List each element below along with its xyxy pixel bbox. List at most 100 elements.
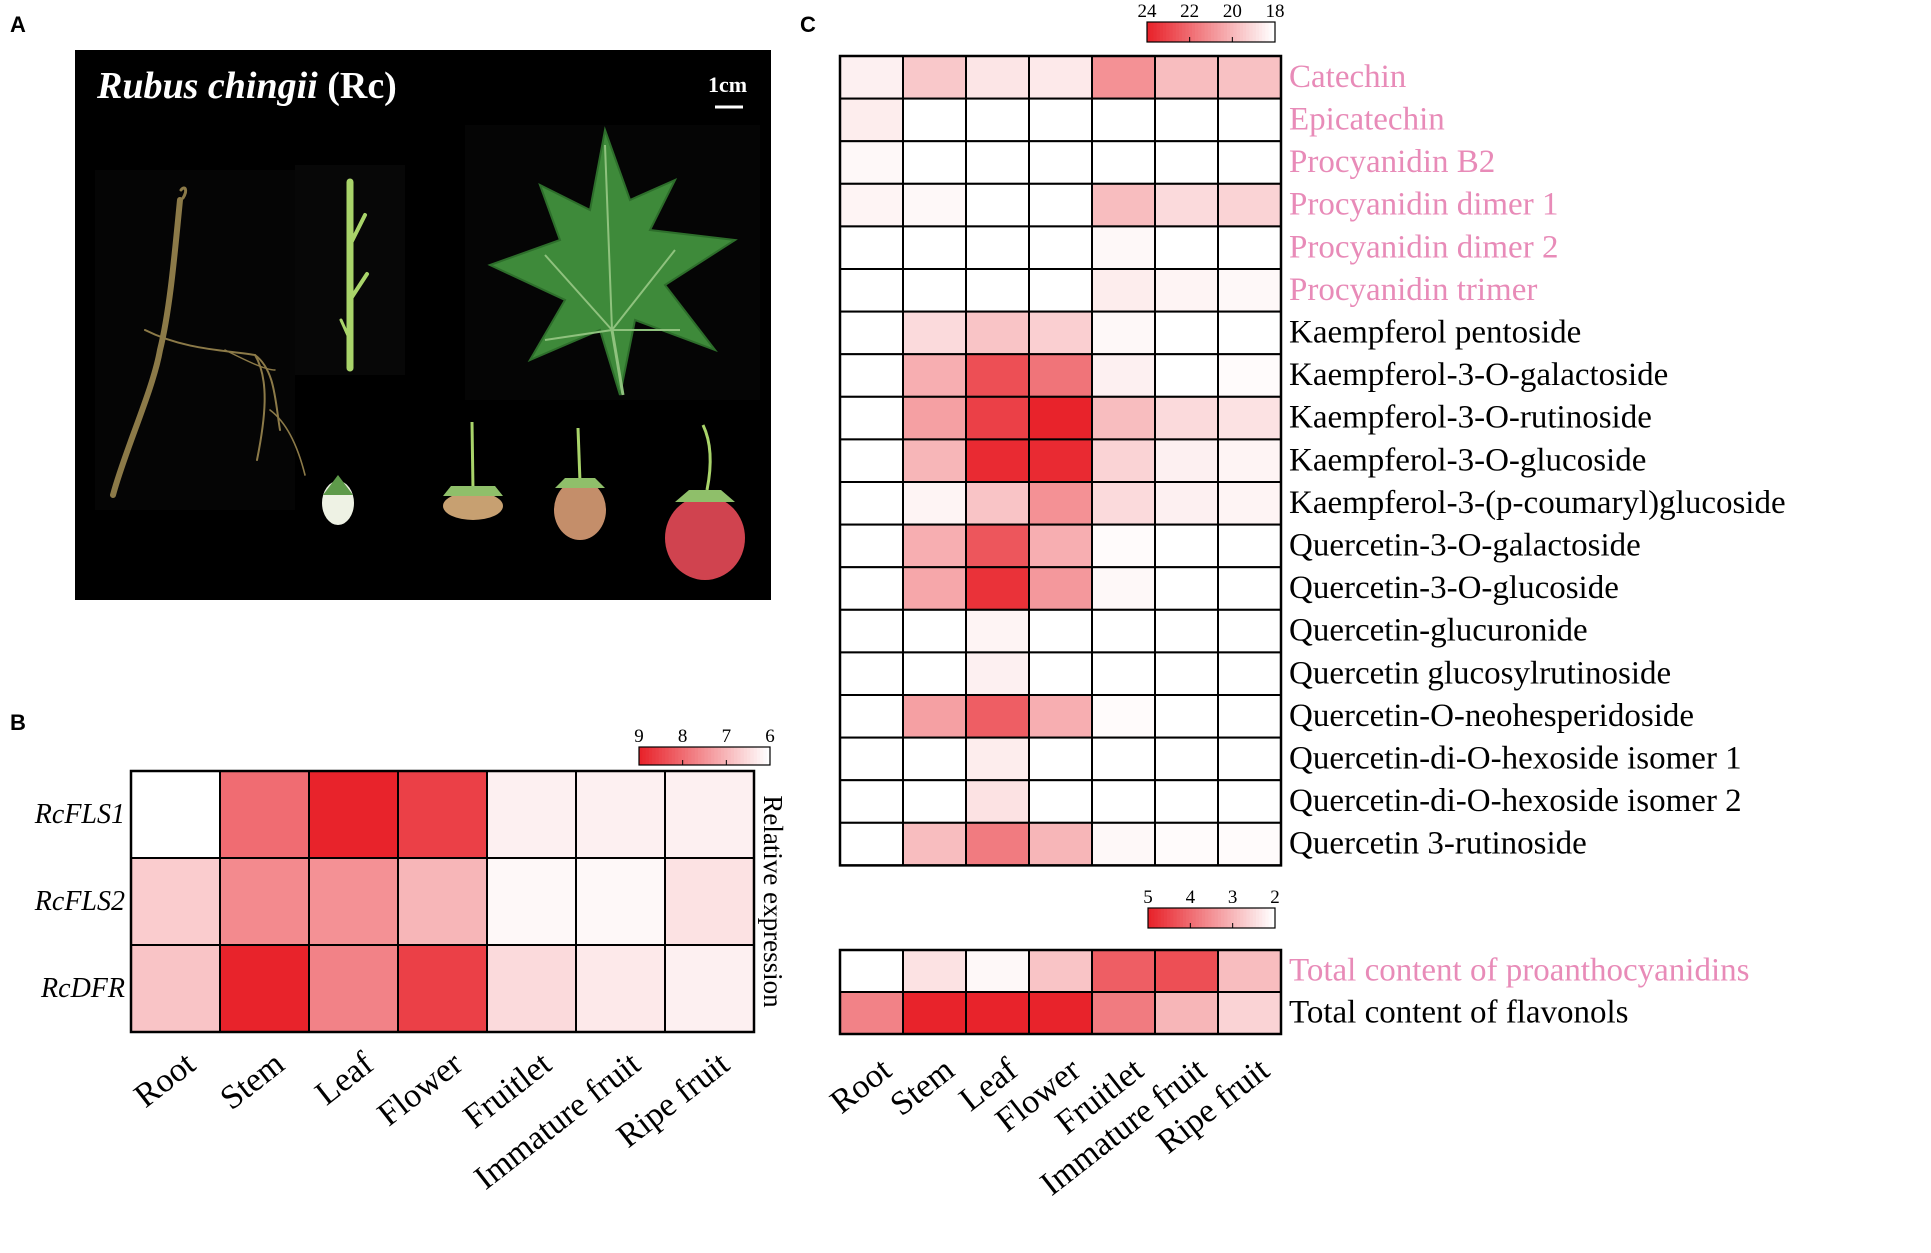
heatmap-cell-c-top-quercetin-glucuronide-stem bbox=[902, 608, 967, 654]
heatmap-cell-c-top-quercetin-o-neohesperidoside-fruitlet bbox=[1091, 694, 1156, 739]
colorbar-segment bbox=[743, 747, 748, 765]
colorbar-segment bbox=[1211, 22, 1215, 42]
colorbar-segment bbox=[1163, 908, 1168, 928]
heatmap-cell-c-top-kaempferol-3-o-galactoside-immature-fruit bbox=[1154, 353, 1219, 398]
heatmap-cell-b-rcfls2-fruitlet bbox=[486, 857, 577, 946]
column-label-leaf: Leaf bbox=[309, 1045, 381, 1113]
row-label-quercetin-3-o-galactoside: Quercetin-3-O-galactoside bbox=[1289, 527, 1641, 563]
row-label-procyanidin-dimer-2: Procyanidin dimer 2 bbox=[1289, 229, 1558, 265]
heatmap-cell-c-top-quercetin-3-o-galactoside-immature-fruit bbox=[1154, 523, 1219, 569]
colorbar-segment bbox=[1169, 22, 1174, 42]
heatmap-cell-c-top-kaempferol-pentoside-leaf bbox=[965, 310, 1030, 356]
heatmap-cell-b-rcfls1-stem bbox=[219, 770, 310, 859]
heatmap-cell-c-top-procyanidin-trimer-stem bbox=[902, 268, 967, 313]
heatmap-cell-c-top-kaempferol-3-o-galactoside-flower bbox=[1028, 353, 1093, 398]
heatmap-cell-c-top-kaempferol-pentoside-immature-fruit bbox=[1154, 310, 1219, 356]
colorbar-frame-c-bottom bbox=[1147, 907, 1276, 929]
heatmap-cell-c-top-kaempferol-pentoside-flower bbox=[1028, 310, 1093, 356]
heatmap-cell-c-top-kaempferol-3-o-glucoside-stem bbox=[902, 438, 967, 483]
root-illustration bbox=[110, 186, 306, 498]
heatmap-cell-b-rcfls1-leaf bbox=[308, 770, 399, 859]
colorbar-segment bbox=[1239, 22, 1244, 42]
heatmap-cell-c-top-quercetin-3-o-galactoside-fruitlet bbox=[1091, 523, 1156, 569]
colorbar-segment bbox=[1236, 22, 1241, 42]
colorbar-segment bbox=[1172, 22, 1177, 42]
heatmap-cell-c-bottom-total-content-of-proanthocyanidins-ripe-fruit bbox=[1217, 949, 1282, 993]
heatmap-cell-b-rcfls1-fruitlet bbox=[486, 770, 577, 859]
heatmap-cell-c-bottom-total-content-of-proanthocyanidins-flower bbox=[1028, 949, 1093, 993]
row-label-quercetin-di-o-hexoside-isomer-1: Quercetin-di-O-hexoside isomer 1 bbox=[1289, 740, 1742, 776]
heatmap-cell-b-rcfls1-immature-fruit bbox=[575, 770, 666, 859]
colorbar-segment bbox=[1167, 908, 1171, 928]
colorbar-segment bbox=[1147, 22, 1151, 42]
colorbar-segment bbox=[1268, 22, 1273, 42]
row-label-kaempferol-3-o-rutinoside: Kaempferol-3-O-rutinoside bbox=[1289, 400, 1652, 436]
colorbar-segment bbox=[737, 747, 742, 765]
row-label-quercetin-glucuronide: Quercetin-glucuronide bbox=[1289, 613, 1588, 649]
heatmap-cell-c-top-quercetin-o-neohesperidoside-leaf bbox=[965, 694, 1030, 739]
heatmap-cell-c-top-kaempferol-3-p-coumaryl-glucoside-leaf bbox=[965, 481, 1030, 526]
colorbar-segment bbox=[694, 747, 699, 765]
colorbar-segment bbox=[1188, 22, 1193, 42]
heatmap-cell-c-top-kaempferol-pentoside-ripe-fruit bbox=[1217, 310, 1282, 356]
colorbar-segment bbox=[1217, 908, 1222, 928]
heatmap-cell-c-top-procyanidin-trimer-immature-fruit bbox=[1154, 268, 1219, 313]
colorbar-segment bbox=[1201, 908, 1206, 928]
heatmap-cell-c-top-quercetin-glucuronide-immature-fruit bbox=[1154, 608, 1219, 654]
heatmap-cell-c-top-epicatechin-stem bbox=[902, 97, 967, 143]
heatmap-cell-c-top-kaempferol-3-o-glucoside-leaf bbox=[965, 438, 1030, 483]
colorbar-segment bbox=[684, 747, 689, 765]
row-label-quercetin-3-o-glucoside: Quercetin-3-O-glucoside bbox=[1289, 570, 1619, 606]
heatmap-cell-c-top-kaempferol-3-o-glucoside-root bbox=[839, 438, 904, 483]
colorbar-segment bbox=[760, 747, 765, 765]
heatmap-cell-c-top-kaempferol-3-o-rutinoside-immature-fruit bbox=[1154, 395, 1219, 441]
colorbar-segment bbox=[1170, 908, 1174, 928]
heatmap-cell-c-top-quercetin-3-rutinoside-fruitlet bbox=[1091, 821, 1156, 867]
heatmap-cell-c-top-catechin-flower bbox=[1028, 55, 1093, 100]
heatmap-cell-c-top-procyanidin-trimer-fruitlet bbox=[1091, 268, 1156, 313]
row-label-rcdfr: RcDFR bbox=[40, 973, 125, 1004]
colorbar-segment bbox=[1195, 22, 1199, 42]
colorbar-segment bbox=[1191, 22, 1196, 42]
heatmap-cell-c-top-procyanidin-b2-immature-fruit bbox=[1154, 140, 1219, 185]
heatmap-cell-c-top-kaempferol-3-o-rutinoside-stem bbox=[902, 395, 967, 441]
column-label-flower: Flower bbox=[371, 1045, 470, 1134]
heatmap-cell-c-top-kaempferol-3-o-galactoside-fruitlet bbox=[1091, 353, 1156, 398]
heatmap-cell-c-top-kaempferol-3-o-galactoside-ripe-fruit bbox=[1217, 353, 1282, 398]
heatmap-cell-c-top-quercetin-glucuronide-flower bbox=[1028, 608, 1093, 654]
colorbar-segment bbox=[678, 747, 683, 765]
heatmap-cell-c-top-quercetin-di-o-hexoside-isomer-1-stem bbox=[902, 736, 967, 782]
colorbar-segment bbox=[681, 747, 686, 765]
heatmap-cell-c-top-catechin-fruitlet bbox=[1091, 55, 1156, 100]
row-label-rcfls2: RcFLS2 bbox=[34, 886, 125, 917]
heatmap-cell-c-top-quercetin-3-rutinoside-flower bbox=[1028, 821, 1093, 867]
heatmap-cell-c-top-quercetin-3-rutinoside-ripe-fruit bbox=[1217, 821, 1282, 867]
heatmap-cell-c-top-quercetin-glucosylrutinoside-immature-fruit bbox=[1154, 651, 1219, 697]
heatmap-cell-c-top-catechin-root bbox=[839, 55, 904, 100]
colorbar-segment bbox=[1185, 22, 1190, 42]
colorbar-segment bbox=[1179, 908, 1184, 928]
colorbar-segment bbox=[733, 747, 738, 765]
colorbar-segment bbox=[1204, 22, 1209, 42]
heatmap-cell-c-top-quercetin-di-o-hexoside-isomer-1-flower bbox=[1028, 736, 1093, 782]
colorbar-frame-b bbox=[638, 746, 771, 766]
heatmap-cell-c-top-procyanidin-dimer-2-stem bbox=[902, 225, 967, 270]
heatmap-cell-c-top-kaempferol-3-o-rutinoside-fruitlet bbox=[1091, 395, 1156, 441]
heatmap-cell-c-top-epicatechin-immature-fruit bbox=[1154, 97, 1219, 143]
heatmap-cell-b-rcfls1-flower bbox=[397, 770, 488, 859]
heatmap-cell-c-top-procyanidin-dimer-2-fruitlet bbox=[1091, 225, 1156, 270]
colorbar-frame-c-top bbox=[1146, 21, 1276, 43]
heatmap-cell-c-bottom-total-content-of-flavonols-flower bbox=[1028, 991, 1093, 1035]
heatmap-cell-c-top-quercetin-o-neohesperidoside-ripe-fruit bbox=[1217, 694, 1282, 739]
colorbar-segment bbox=[714, 747, 719, 765]
heatmap-cell-b-rcfls2-root bbox=[130, 857, 221, 946]
heatmap-cell-c-top-quercetin-di-o-hexoside-isomer-2-stem bbox=[902, 779, 967, 824]
heatmap-cell-c-top-quercetin-glucuronide-root bbox=[839, 608, 904, 654]
heatmap-cell-c-top-quercetin-3-rutinoside-leaf bbox=[965, 821, 1030, 867]
heatmap-cell-c-top-procyanidin-dimer-1-fruitlet bbox=[1091, 182, 1156, 228]
heatmap-cell-c-top-procyanidin-dimer-1-stem bbox=[902, 182, 967, 228]
colorbar-segment bbox=[1246, 908, 1251, 928]
heatmap-cell-b-rcdfr-fruitlet bbox=[486, 944, 577, 1033]
row-label-procyanidin-b2: Procyanidin B2 bbox=[1289, 144, 1495, 180]
heatmap-cell-c-top-kaempferol-3-o-glucoside-fruitlet bbox=[1091, 438, 1156, 483]
